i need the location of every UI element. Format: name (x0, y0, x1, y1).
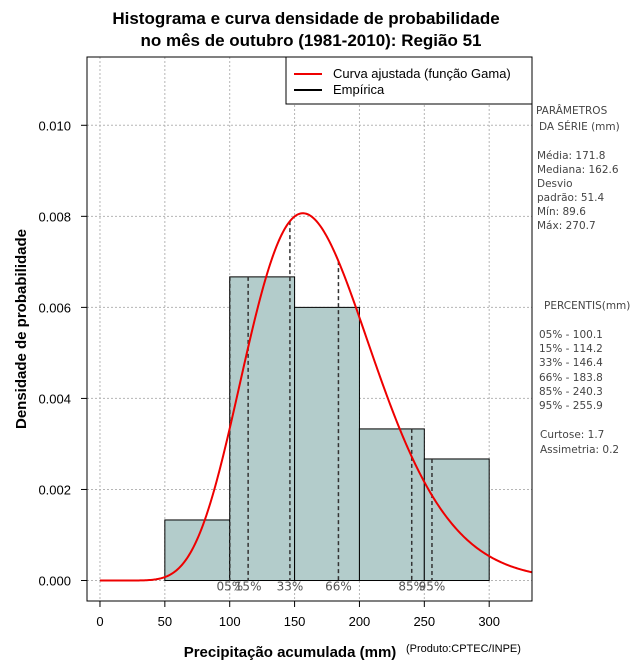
y-tick-label-1: 0.002 (38, 482, 71, 497)
percentil-85: 85% - 240.3 (539, 386, 603, 398)
y-tick-label-3: 0.006 (38, 300, 71, 315)
legend-box (285, 56, 533, 105)
y-axis-ticks: 0.000 0.002 0.004 0.006 0.008 0.010 (38, 118, 87, 589)
percentis-title: PERCENTIS(mm) (544, 300, 630, 312)
param-media: Média: 171.8 (537, 150, 605, 162)
credit-text: (Produto:CPTEC/INPE) (406, 643, 521, 655)
percentile-label-15: 15% (235, 580, 262, 594)
x-axis-ticks: 0 50 100 150 200 250 300 (96, 601, 500, 629)
x-tick-label-250: 250 (413, 614, 435, 629)
side-panel: PARÂMETROS DA SÉRIE (mm) Média: 171.8 Me… (536, 104, 630, 456)
x-tick-label-50: 50 (158, 614, 172, 629)
percentile-label-66: 66% (325, 580, 352, 594)
y-tick-label-5: 0.010 (38, 118, 71, 133)
params-title-2: DA SÉRIE (mm) (539, 120, 620, 133)
percentile-label-05: 05% (217, 580, 244, 594)
x-tick-label-300: 300 (478, 614, 500, 629)
percentile-label-33: 33% (277, 580, 304, 594)
histogram-bar-4 (358, 428, 425, 582)
percentil-15: 15% - 114.2 (539, 343, 603, 355)
params-title-1: PARÂMETROS (536, 104, 608, 117)
x-tick-label-200: 200 (349, 614, 371, 629)
x-axis-title: Precipitação acumulada (mm) (184, 644, 397, 660)
percentile-labels: 05%15% 33% 66% 85%95% (217, 580, 446, 594)
percentil-95: 95% - 255.9 (539, 400, 603, 412)
param-min: Mín: 89.6 (537, 206, 586, 218)
percentile-label-95: 95% (419, 580, 446, 594)
y-tick-label-2: 0.004 (38, 391, 71, 406)
x-tick-label-0: 0 (96, 614, 103, 629)
param-desvio-2: padrão: 51.4 (537, 192, 605, 204)
stat-curtose: Curtose: 1.7 (540, 429, 604, 441)
y-tick-label-4: 0.008 (38, 209, 71, 224)
y-tick-label-0: 0.000 (38, 574, 71, 589)
legend: Curva ajustada (função Gama) Empírica (285, 56, 533, 105)
stat-assimetria: Assimetria: 0.2 (540, 444, 619, 456)
legend-label-empirica: Empírica (333, 82, 385, 97)
chart-title-line2: no mês de outubro (1981-2010): Região 51 (140, 31, 481, 50)
histogram-bar-5 (423, 458, 490, 582)
histogram-bar-2 (229, 276, 296, 582)
param-mediana: Mediana: 162.6 (537, 164, 619, 176)
x-tick-label-100: 100 (219, 614, 241, 629)
percentile-lines (229, 221, 433, 581)
gamma-curve-line (99, 212, 533, 582)
percentil-66: 66% - 183.8 (539, 372, 603, 384)
y-axis-title: Densidade de probabilidade (13, 229, 30, 429)
param-max: Máx: 270.7 (537, 220, 596, 232)
chart-title-line1: Histograma e curva densidade de probabil… (112, 9, 499, 28)
param-desvio-1: Desvio (537, 178, 573, 190)
percentil-33: 33% - 146.4 (539, 357, 603, 369)
percentil-05: 05% - 100.1 (539, 329, 603, 341)
legend-label-gamma: Curva ajustada (função Gama) (333, 66, 511, 81)
histogram-bar-3 (294, 306, 360, 582)
x-tick-label-150: 150 (284, 614, 306, 629)
histogram-bars (164, 276, 490, 582)
percentile-label-85: 85% (398, 580, 425, 594)
